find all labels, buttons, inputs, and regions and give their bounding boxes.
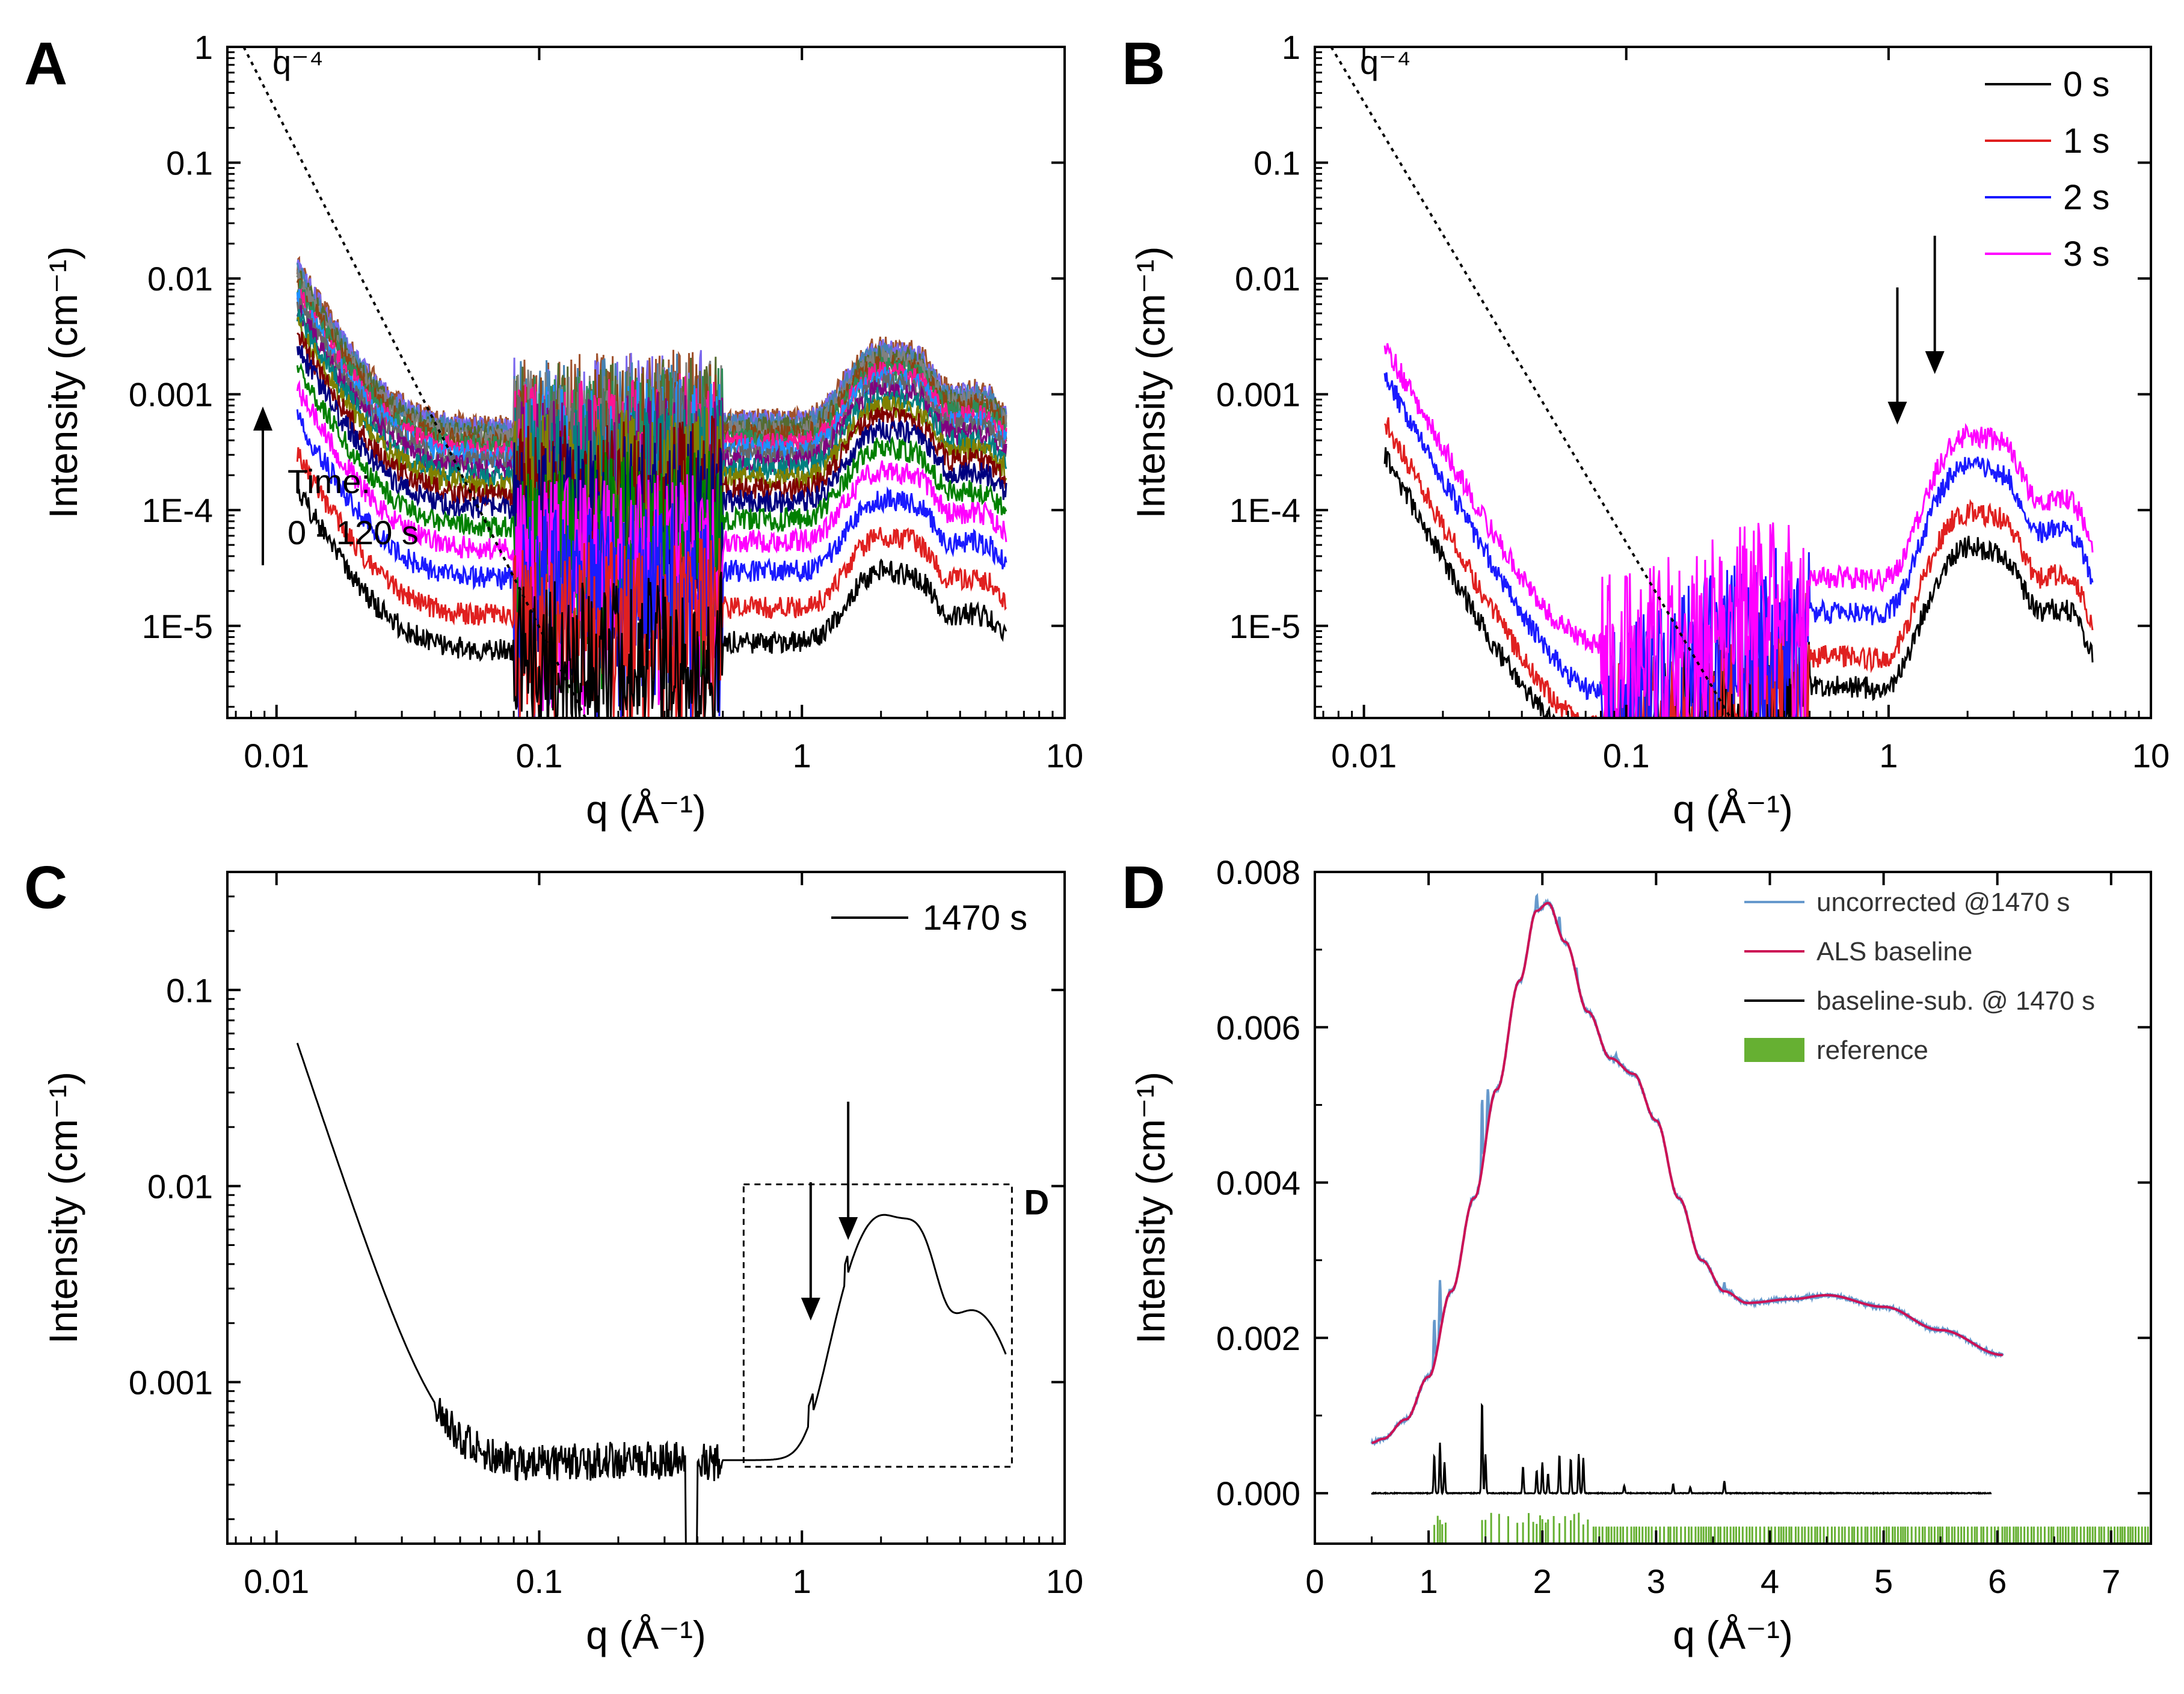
legend-label: uncorrected @1470 s <box>1816 888 2070 917</box>
x-tick-label: 1 <box>1879 737 1898 775</box>
x-axis-label: q (Å⁻¹) <box>1673 1613 1793 1657</box>
x-tick-label: 6 <box>1988 1562 2007 1600</box>
x-tick-label: 0.01 <box>1331 737 1397 775</box>
arrow-marker-head <box>1925 351 1945 374</box>
als-baseline-curve <box>1371 901 2003 1444</box>
time-arrow-head <box>253 407 272 431</box>
panel-a: A 0.01 0.1 1 10 1 0.1 0.01 0.001 1E-4 1E-5 q (Å⁻¹) I… <box>24 28 1083 832</box>
x-tick-label: 1 <box>1420 1562 1438 1600</box>
y-tick-label: 0.002 <box>1216 1319 1300 1357</box>
y-tick-label: 0.1 <box>166 144 213 182</box>
panel-b: B 0.01 0.1 1 10 1 0.1 0.01 0.001 1E-4 1E-5 q (Å⁻¹) I… <box>1122 28 2170 832</box>
legend-swatch <box>1744 1038 1804 1062</box>
scattering-curve <box>296 362 1007 693</box>
panel-letter: C <box>24 854 67 921</box>
y-tick-label: 0.006 <box>1216 1008 1300 1046</box>
legend-label: 1 s <box>2063 121 2109 161</box>
series-group <box>296 256 1007 718</box>
x-tick-label: 10 <box>2132 737 2170 775</box>
series-group <box>1383 343 2094 718</box>
scattering-curve <box>296 1043 1007 1544</box>
y-tick-label: 0.1 <box>1253 144 1300 182</box>
power-law-label: q⁻⁴ <box>1360 43 1411 81</box>
scattering-curve <box>1383 343 2094 718</box>
x-tick-label: 0.01 <box>244 737 309 775</box>
x-tick-label: 0 <box>1305 1562 1324 1600</box>
plot-frame <box>1314 871 2152 1545</box>
scattering-curve <box>297 488 1007 718</box>
power-law-label: q⁻⁴ <box>272 43 324 81</box>
plot-frame <box>226 46 1066 719</box>
power-law-guide <box>1330 46 1732 719</box>
y-tick-label: 0.1 <box>166 971 213 1009</box>
panel-d: D 0 1 2 3 4 5 6 7 0.008 0.006 0.004 0.002 0.000 q (Å⁻¹… <box>1122 853 2152 1657</box>
panel-letter: B <box>1122 30 1165 97</box>
x-tick-label: 2 <box>1533 1562 1552 1600</box>
arrow-marker-head <box>1887 402 1907 425</box>
baseline-subtracted-curve <box>1371 1402 1992 1496</box>
x-tick-label: 1 <box>793 1562 811 1600</box>
legend-label: reference <box>1816 1036 1928 1065</box>
x-tick-label: 1 <box>793 737 811 775</box>
legend-label: baseline-sub. @ 1470 s <box>1816 986 2095 1016</box>
y-axis-label: Intensity (cm⁻¹) <box>41 247 85 519</box>
legend-label: 1470 s <box>923 898 1027 938</box>
legend-label: 2 s <box>2063 178 2109 217</box>
y-tick-label: 1E-5 <box>1229 607 1300 645</box>
x-tick-label: 0.1 <box>1603 737 1650 775</box>
plot-frame <box>1314 46 2152 719</box>
legend-label: ALS baseline <box>1816 937 1972 966</box>
x-axis-label: q (Å⁻¹) <box>586 787 706 832</box>
y-tick-label: 1E-4 <box>1229 491 1300 529</box>
x-tick-label: 0.1 <box>516 1562 563 1600</box>
y-axis-label: Intensity (cm⁻¹) <box>41 1072 85 1344</box>
x-tick-label: 0.1 <box>516 737 563 775</box>
time-range-label: 0 - 120 s <box>288 514 419 551</box>
panel-letter: D <box>1122 854 1165 921</box>
y-axis-label: Intensity (cm⁻¹) <box>1128 247 1173 519</box>
y-tick-label: 0.008 <box>1216 853 1300 891</box>
y-tick-label: 0.01 <box>1235 260 1300 298</box>
x-tick-label: 4 <box>1761 1562 1779 1600</box>
y-tick-label: 1 <box>1282 28 1300 66</box>
series-group <box>1370 893 2149 1544</box>
y-tick-label: 0.001 <box>1216 376 1300 414</box>
scattering-curve <box>1383 447 2094 718</box>
y-tick-label: 1E-4 <box>142 491 213 529</box>
x-tick-label: 3 <box>1647 1562 1666 1600</box>
uncorrected-curve <box>1370 893 2004 1446</box>
x-axis-label: q (Å⁻¹) <box>1673 787 1793 832</box>
y-tick-label: 1 <box>194 28 213 66</box>
y-tick-label: 0.01 <box>147 260 213 298</box>
panel-letter: A <box>24 30 67 97</box>
panel-c: C 0.01 0.1 1 10 0.1 0.01 0.001 q (Å⁻¹) Intensity … <box>24 854 1083 1657</box>
time-label: Time: <box>288 462 371 500</box>
zoom-region-label: D <box>1024 1183 1049 1223</box>
y-tick-label: 0.001 <box>129 376 213 414</box>
x-axis-label: q (Å⁻¹) <box>586 1613 706 1657</box>
x-tick-label: 0.01 <box>244 1562 309 1600</box>
arrow-marker-head <box>801 1298 820 1321</box>
legend-label: 3 s <box>2063 235 2109 274</box>
x-tick-label: 10 <box>1046 1562 1083 1600</box>
series-group <box>296 1043 1007 1544</box>
y-tick-label: 0.001 <box>129 1363 213 1401</box>
y-tick-label: 0.000 <box>1216 1475 1300 1512</box>
scattering-curve <box>296 280 1007 610</box>
x-tick-label: 5 <box>1874 1562 1893 1600</box>
y-tick-label: 0.004 <box>1216 1164 1300 1202</box>
x-tick-label: 10 <box>1046 737 1083 775</box>
x-tick-label: 7 <box>2102 1562 2120 1600</box>
plot-frame <box>226 871 1066 1545</box>
legend-label: 0 s <box>2063 65 2109 104</box>
arrow-marker-head <box>838 1217 858 1240</box>
y-axis-label: Intensity (cm⁻¹) <box>1128 1072 1173 1344</box>
scattering-curve <box>1383 417 2094 718</box>
y-tick-label: 0.01 <box>147 1167 213 1205</box>
y-tick-label: 1E-5 <box>142 607 213 645</box>
zoom-region-box <box>742 1183 1013 1468</box>
